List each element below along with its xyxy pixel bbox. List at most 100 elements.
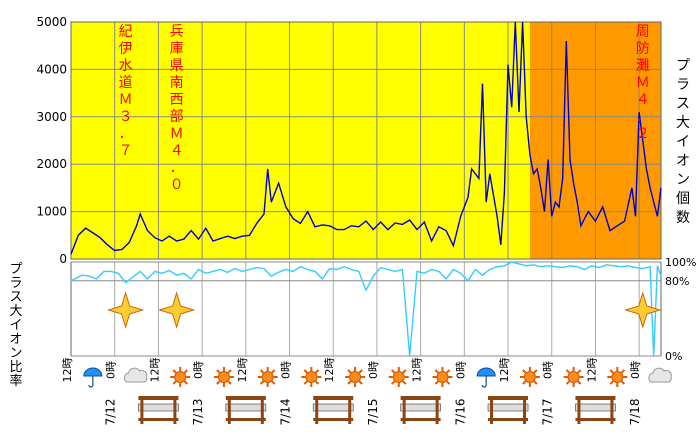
sun-ray <box>402 369 407 374</box>
holiday-gate-post <box>227 396 231 424</box>
x-date-label: 7/16 <box>453 399 467 426</box>
x-hour-label: 0時 <box>105 361 118 379</box>
umbrella-icon <box>83 367 103 377</box>
sun-ray <box>434 369 439 374</box>
holiday-gate-top <box>313 396 354 400</box>
umbrella-handle <box>481 376 487 388</box>
sun-ray <box>402 380 407 385</box>
holiday-gate-post <box>610 396 614 424</box>
holiday-gate-post <box>348 396 352 424</box>
sun-icon <box>392 371 405 383</box>
holiday-gate-top <box>400 396 441 400</box>
holiday-gate-icon <box>575 403 616 412</box>
sun-icon <box>523 371 536 383</box>
sun-ray <box>314 380 320 385</box>
sun-ray <box>609 380 614 385</box>
x-hour-label: 12時 <box>236 358 249 383</box>
x-hour-label: 0時 <box>629 361 642 379</box>
sun-ray <box>565 380 571 385</box>
holiday-gate-top <box>225 396 266 400</box>
sun-icon <box>305 371 318 383</box>
x-hour-label: 0時 <box>280 361 293 379</box>
holiday-gate-post <box>260 396 264 424</box>
sun-ray <box>577 380 582 385</box>
x-hour-label: 12時 <box>61 358 74 383</box>
holiday-gate-icon <box>487 403 529 412</box>
cloud-icon <box>123 367 148 383</box>
x-date-label: 7/17 <box>541 399 555 426</box>
sun-ray <box>620 380 626 385</box>
holiday-gate-post <box>402 396 406 424</box>
holiday-gate-post <box>523 396 527 424</box>
holiday-gate-base <box>138 418 179 421</box>
sun-ray <box>183 369 189 374</box>
x-hour-label: 12時 <box>323 358 336 383</box>
sun-ray <box>390 380 396 385</box>
sun-ray <box>303 380 308 385</box>
earthquake-star-icon <box>106 291 145 329</box>
x-date-label: 7/18 <box>628 399 642 426</box>
sun-ray <box>259 369 265 374</box>
sun-ray <box>303 369 308 374</box>
sun-ray <box>446 369 451 374</box>
sun-ray <box>358 369 363 374</box>
earthquake-star-icon <box>157 291 196 329</box>
sun-ray <box>347 369 352 374</box>
sun-ray <box>227 380 232 385</box>
holiday-gate-post <box>435 396 439 424</box>
holiday-gate-post <box>140 396 144 424</box>
holiday-gate-post <box>315 396 319 424</box>
x-hour-label: 12時 <box>411 358 424 383</box>
x-hour-label: 0時 <box>192 361 205 379</box>
top-plot-border <box>70 21 662 260</box>
holiday-gate-base <box>575 418 616 421</box>
sun-ray <box>609 369 614 374</box>
top-y-tick-label: 4000 <box>36 62 67 76</box>
holiday-gate-post <box>577 396 581 424</box>
sun-ray <box>314 369 320 374</box>
x-hour-label: 12時 <box>585 358 598 383</box>
earthquake-star-icon <box>624 291 662 329</box>
sun-ray <box>577 369 582 374</box>
top-y-tick-label: 2000 <box>36 157 67 171</box>
sun-ray <box>172 369 177 374</box>
x-hour-label: 12時 <box>498 358 511 383</box>
bottom-y-tick-label: 0% <box>665 350 682 363</box>
sun-icon <box>174 371 187 383</box>
holiday-gate-icon <box>400 403 442 412</box>
top-y-tick-label: 1000 <box>36 205 67 219</box>
x-hour-label: 0時 <box>367 361 380 379</box>
x-date-label: 7/12 <box>104 399 118 426</box>
sun-icon <box>217 371 230 383</box>
holiday-gate-base <box>313 418 354 421</box>
sun-ray <box>522 380 527 385</box>
x-hour-label: 12時 <box>148 358 161 383</box>
sun-ray <box>259 380 265 385</box>
holiday-gate-post <box>490 396 494 424</box>
sun-ray <box>347 380 352 385</box>
holiday-gate-base <box>488 418 529 421</box>
holiday-gate-top <box>138 396 179 400</box>
earthquake-annotation: 紀伊水道Ｍ３．７ <box>119 24 133 159</box>
sun-ray <box>565 369 571 374</box>
ion-ratio-series-line <box>70 261 662 357</box>
top-y-axis-title: プラス大イオン個数 <box>676 58 690 226</box>
sun-ray <box>271 369 276 374</box>
plot-background <box>71 22 530 259</box>
x-date-label: 7/15 <box>366 399 380 426</box>
holiday-gate-icon <box>312 403 354 412</box>
cloud-icon <box>648 367 672 383</box>
umbrella-icon <box>476 367 496 377</box>
x-date-label: 7/14 <box>279 399 293 426</box>
holiday-gate-base <box>225 418 266 421</box>
sun-icon <box>436 371 449 383</box>
sun-ray <box>620 369 626 374</box>
top-y-tick-label: 5000 <box>36 15 67 29</box>
top-y-tick-label: 0 <box>59 252 67 266</box>
holiday-gate-base <box>400 418 441 421</box>
sun-ray <box>533 380 538 385</box>
sun-icon <box>567 371 580 383</box>
sun-ray <box>271 380 276 385</box>
